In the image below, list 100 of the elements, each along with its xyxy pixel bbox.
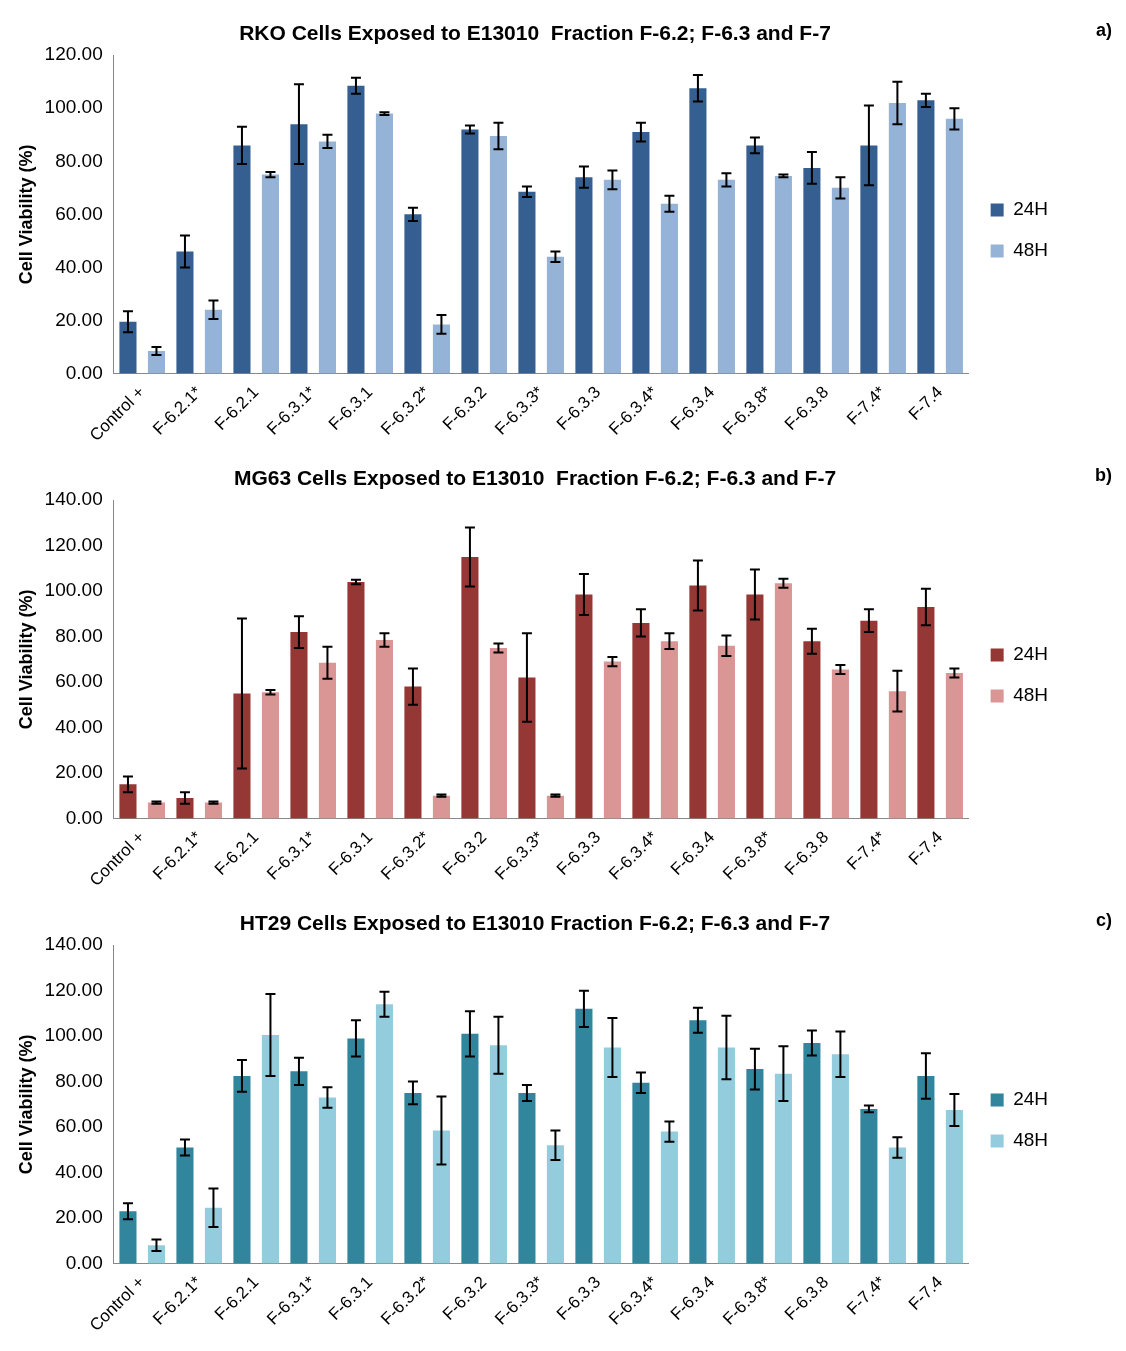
bar: [632, 132, 650, 374]
bar: [432, 324, 450, 374]
y-tick-label: 40.00: [55, 1160, 103, 1182]
bar: [204, 309, 223, 374]
bar: [489, 1045, 507, 1264]
bar: [717, 1047, 735, 1264]
bar: [518, 1092, 536, 1264]
bar: [318, 662, 336, 819]
y-tick-label: 20.00: [55, 761, 103, 783]
bar: [546, 1145, 564, 1264]
text: c): [1095, 909, 1112, 930]
bar: [774, 1073, 792, 1264]
text: b): [1095, 464, 1112, 485]
legend-label: 24H: [1013, 643, 1048, 665]
bar: [518, 191, 536, 374]
legend-label: 24H: [1013, 1088, 1048, 1110]
y-tick-label: 20.00: [55, 1206, 103, 1228]
bar: [575, 594, 593, 819]
y-tick-label: 0.00: [65, 361, 103, 383]
bar: [860, 620, 878, 819]
bar: [917, 607, 935, 819]
legend-label: 48H: [1013, 1129, 1048, 1151]
bar: [347, 1038, 365, 1264]
y-tick-label: 40.00: [55, 255, 103, 277]
bar: [660, 641, 678, 819]
bar: [689, 1020, 707, 1264]
bar: [917, 1075, 935, 1264]
bar: [888, 1147, 906, 1264]
bar: [632, 622, 650, 819]
bar: [404, 1092, 422, 1264]
y-tick-label: 80.00: [55, 1069, 103, 1091]
bar: [803, 641, 821, 819]
bar: [632, 1082, 650, 1264]
bar: [689, 88, 707, 374]
bar: [404, 686, 422, 819]
bar: [603, 1047, 621, 1264]
chart-title: MG63 Cells Exposed to E13010 Fraction F-6.2; F-6.3 and F-7: [233, 466, 837, 490]
bar: [432, 1130, 450, 1264]
y-axis-title: Cell Viability (%): [15, 1034, 36, 1175]
bar: [375, 1004, 393, 1264]
bar: [461, 557, 479, 819]
bar: [575, 1008, 593, 1264]
y-tick-label: 100.00: [44, 1024, 103, 1046]
bar: [290, 124, 308, 374]
bar: [689, 585, 707, 819]
bar: [774, 175, 792, 374]
bar: [518, 677, 536, 819]
legend-label: 48H: [1013, 684, 1048, 706]
bar: [546, 795, 564, 819]
bar: [375, 113, 393, 374]
bar: [660, 203, 678, 374]
chart-title: RKO Cells Exposed to E13010 Fraction F-6.2; F-6.3 and F-7: [239, 21, 831, 45]
bar: [261, 174, 279, 374]
y-axis-title: Cell Viability (%): [15, 589, 36, 730]
bar: [717, 179, 735, 374]
bar: [888, 102, 906, 374]
bar: [945, 118, 963, 374]
bar: [432, 795, 450, 819]
y-tick-label: 140.00: [44, 488, 103, 510]
y-tick-label: 100.00: [44, 579, 103, 601]
bar: [774, 583, 792, 819]
bar: [204, 1207, 223, 1264]
y-tick-label: 100.00: [44, 96, 103, 118]
bar: [860, 1108, 878, 1264]
bar: [461, 1033, 479, 1264]
bar: [176, 251, 194, 374]
bar: [176, 798, 194, 819]
bar: [945, 672, 963, 819]
bar: [290, 632, 308, 819]
y-tick-label: 0.00: [65, 806, 103, 828]
y-tick-label: 0.00: [65, 1251, 103, 1273]
bar: [119, 784, 137, 819]
bar: [119, 321, 137, 374]
bar: [119, 1211, 137, 1264]
bar: [375, 640, 393, 819]
bar: [233, 145, 251, 374]
chart-title: HT29 Cells Exposed to E13010 Fraction F-6.2; F-6.3 and F-7: [239, 911, 831, 935]
bar: [746, 1069, 764, 1264]
bar: [233, 693, 251, 819]
bar: [261, 1035, 279, 1264]
y-tick-label: 40.00: [55, 715, 103, 737]
bar: [945, 1110, 963, 1264]
bar: [888, 691, 906, 819]
y-tick-label: 60.00: [55, 670, 103, 692]
bar: [603, 179, 621, 374]
y-tick-label: 140.00: [44, 933, 103, 955]
bar: [147, 350, 166, 374]
y-tick-label: 120.00: [44, 533, 103, 555]
y-tick-label: 120.00: [44, 978, 103, 1000]
bar: [746, 145, 764, 374]
bar: [261, 692, 279, 819]
bar: [803, 167, 821, 374]
bar: [347, 582, 365, 819]
bar: [803, 1042, 821, 1264]
y-tick-label: 60.00: [55, 1115, 103, 1137]
legend-label: 48H: [1013, 239, 1048, 261]
bar: [290, 1071, 308, 1264]
bar: [347, 85, 365, 374]
bar: [860, 145, 878, 374]
y-tick-label: 80.00: [55, 624, 103, 646]
